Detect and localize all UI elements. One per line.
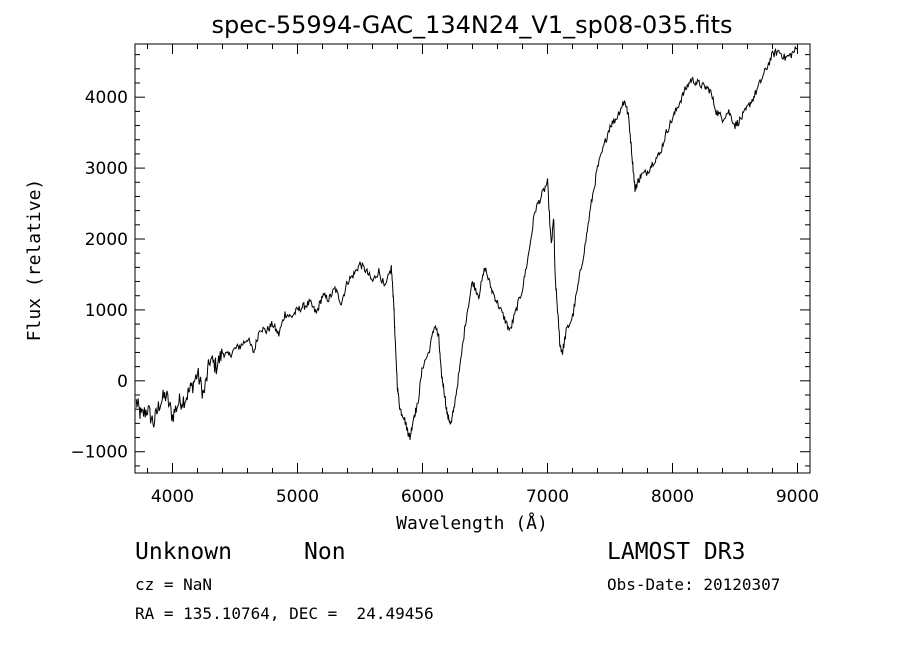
- y-tick-label: 2000: [85, 230, 128, 250]
- y-tick-label: −1000: [70, 443, 128, 463]
- chart-title: spec-55994-GAC_134N24_V1_sp08-035.fits: [212, 11, 733, 39]
- coordinates: RA = 135.10764, DEC = 24.49456: [135, 604, 434, 623]
- spectrum-line: [135, 45, 798, 440]
- object-class: Unknown: [135, 539, 232, 565]
- x-tick-label: 9000: [776, 487, 819, 507]
- series-layer: [135, 45, 798, 440]
- y-tick-label: 3000: [85, 159, 128, 179]
- x-tick-label: 5000: [276, 487, 319, 507]
- x-tick-label: 8000: [651, 487, 694, 507]
- y-tick-label: 0: [117, 372, 128, 392]
- redshift-readout: cz = NaN: [135, 575, 213, 594]
- x-tick-label: 7000: [526, 487, 569, 507]
- y-tick-label: 4000: [85, 88, 128, 108]
- plot-frame: [134, 43, 811, 474]
- y-axis-label: Flux (relative): [24, 179, 45, 342]
- y-axis: −1000 0 1000 2000 3000 4000: [70, 54, 810, 467]
- object-subclass: Non: [304, 539, 346, 565]
- survey-name: LAMOST DR3: [607, 539, 746, 565]
- x-tick-label: 6000: [401, 487, 444, 507]
- x-tick-label: 4000: [151, 487, 194, 507]
- obs-date: Obs-Date: 20120307: [607, 575, 781, 594]
- x-axis: 4000 5000 6000 7000 8000 9000: [147, 44, 819, 507]
- x-axis-label: Wavelength (Å): [396, 512, 548, 534]
- y-tick-label: 1000: [85, 301, 128, 321]
